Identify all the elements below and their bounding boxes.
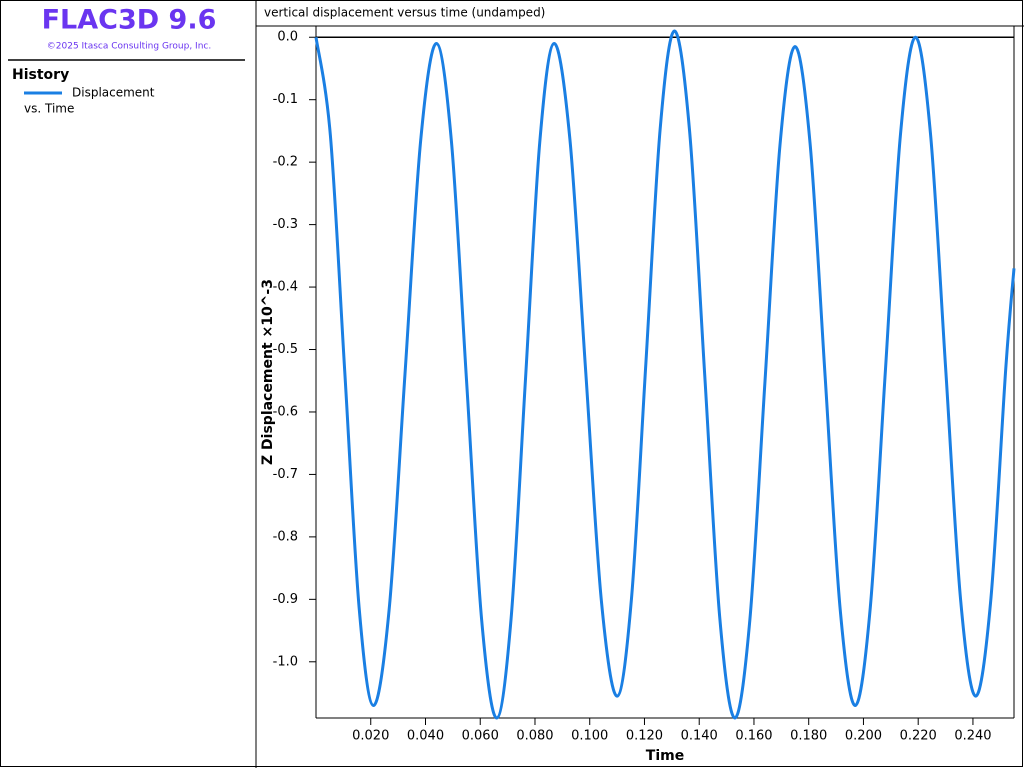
y-tick-label: -1.0 — [273, 654, 298, 669]
y-axis-label: Z Displacement ×10^-3 — [260, 279, 276, 465]
copyright: ©2025 Itasca Consulting Group, Inc. — [47, 42, 211, 52]
chart-title: vertical displacement versus time (undam… — [264, 6, 545, 20]
y-tick-label: -0.1 — [273, 92, 298, 107]
x-tick-label: 0.020 — [352, 729, 389, 744]
legend-subtitle: vs. Time — [24, 102, 74, 116]
legend-label: Displacement — [72, 86, 155, 100]
x-tick-label: 0.080 — [516, 729, 553, 744]
y-tick-label: -0.4 — [273, 280, 298, 295]
legend-title: History — [12, 67, 69, 83]
x-tick-label: 0.140 — [681, 729, 718, 744]
x-tick-label: 0.060 — [462, 729, 499, 744]
x-tick-label: 0.200 — [845, 729, 882, 744]
x-tick-label: 0.160 — [735, 729, 772, 744]
x-tick-label: 0.120 — [626, 729, 663, 744]
x-tick-label: 0.220 — [900, 729, 937, 744]
x-axis-label: Time — [646, 748, 684, 764]
x-tick-label: 0.100 — [571, 729, 608, 744]
x-tick-label: 0.180 — [790, 729, 827, 744]
app-title: FLAC3D 9.6 — [42, 5, 217, 36]
y-tick-label: -0.2 — [273, 155, 298, 170]
y-tick-label: -0.7 — [273, 467, 298, 482]
y-tick-label: -0.5 — [273, 342, 298, 357]
y-tick-label: -0.9 — [273, 592, 298, 607]
data-line — [314, 29, 1016, 720]
y-tick-label: -0.8 — [273, 529, 298, 544]
x-tick-label: 0.240 — [954, 729, 991, 744]
x-tick-label: 0.040 — [407, 729, 444, 744]
y-tick-label: -0.3 — [273, 217, 298, 232]
y-tick-label: -0.6 — [273, 404, 298, 419]
y-tick-label: 0.0 — [277, 30, 298, 45]
